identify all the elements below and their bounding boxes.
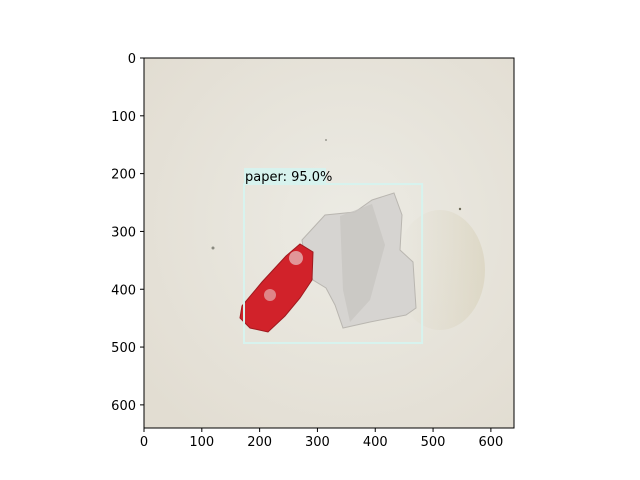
- y-tick-label: 0: [128, 52, 136, 67]
- carton-red: [239, 243, 314, 333]
- x-axis: 0 100 200 300 400 500 600: [140, 428, 503, 450]
- y-tick-label: 400: [111, 283, 136, 298]
- x-tick-label: 600: [478, 435, 503, 450]
- photo: [144, 58, 514, 428]
- y-tick-label: 500: [111, 341, 136, 356]
- wall-speck: [458, 207, 462, 211]
- axes-frame: [143, 57, 515, 429]
- wall-speck: [325, 139, 327, 141]
- y-tick-label: 300: [111, 225, 136, 240]
- carton-fold: [340, 204, 385, 322]
- detection-label: paper: 95.0%: [245, 170, 332, 185]
- carton-red-logo-2: [264, 289, 276, 301]
- bounding-box: [243, 183, 424, 345]
- wall-speck: [211, 246, 215, 250]
- carton-red-logo: [289, 251, 303, 265]
- label-background: [244, 168, 327, 184]
- x-tick-label: 100: [189, 435, 214, 450]
- y-tick-label: 600: [111, 399, 136, 414]
- x-tick-label: 200: [247, 435, 272, 450]
- y-axis: 0 100 200 300 400 500 600: [111, 52, 144, 414]
- y-tick-label: 200: [111, 168, 136, 183]
- y-tick-label: 100: [111, 110, 136, 125]
- x-tick-label: 500: [421, 435, 446, 450]
- detection-overlay: paper: 95.0%: [243, 168, 424, 345]
- x-tick-label: 0: [140, 435, 148, 450]
- x-tick-label: 400: [363, 435, 388, 450]
- object-shadow: [395, 210, 485, 330]
- x-tick-label: 300: [305, 435, 330, 450]
